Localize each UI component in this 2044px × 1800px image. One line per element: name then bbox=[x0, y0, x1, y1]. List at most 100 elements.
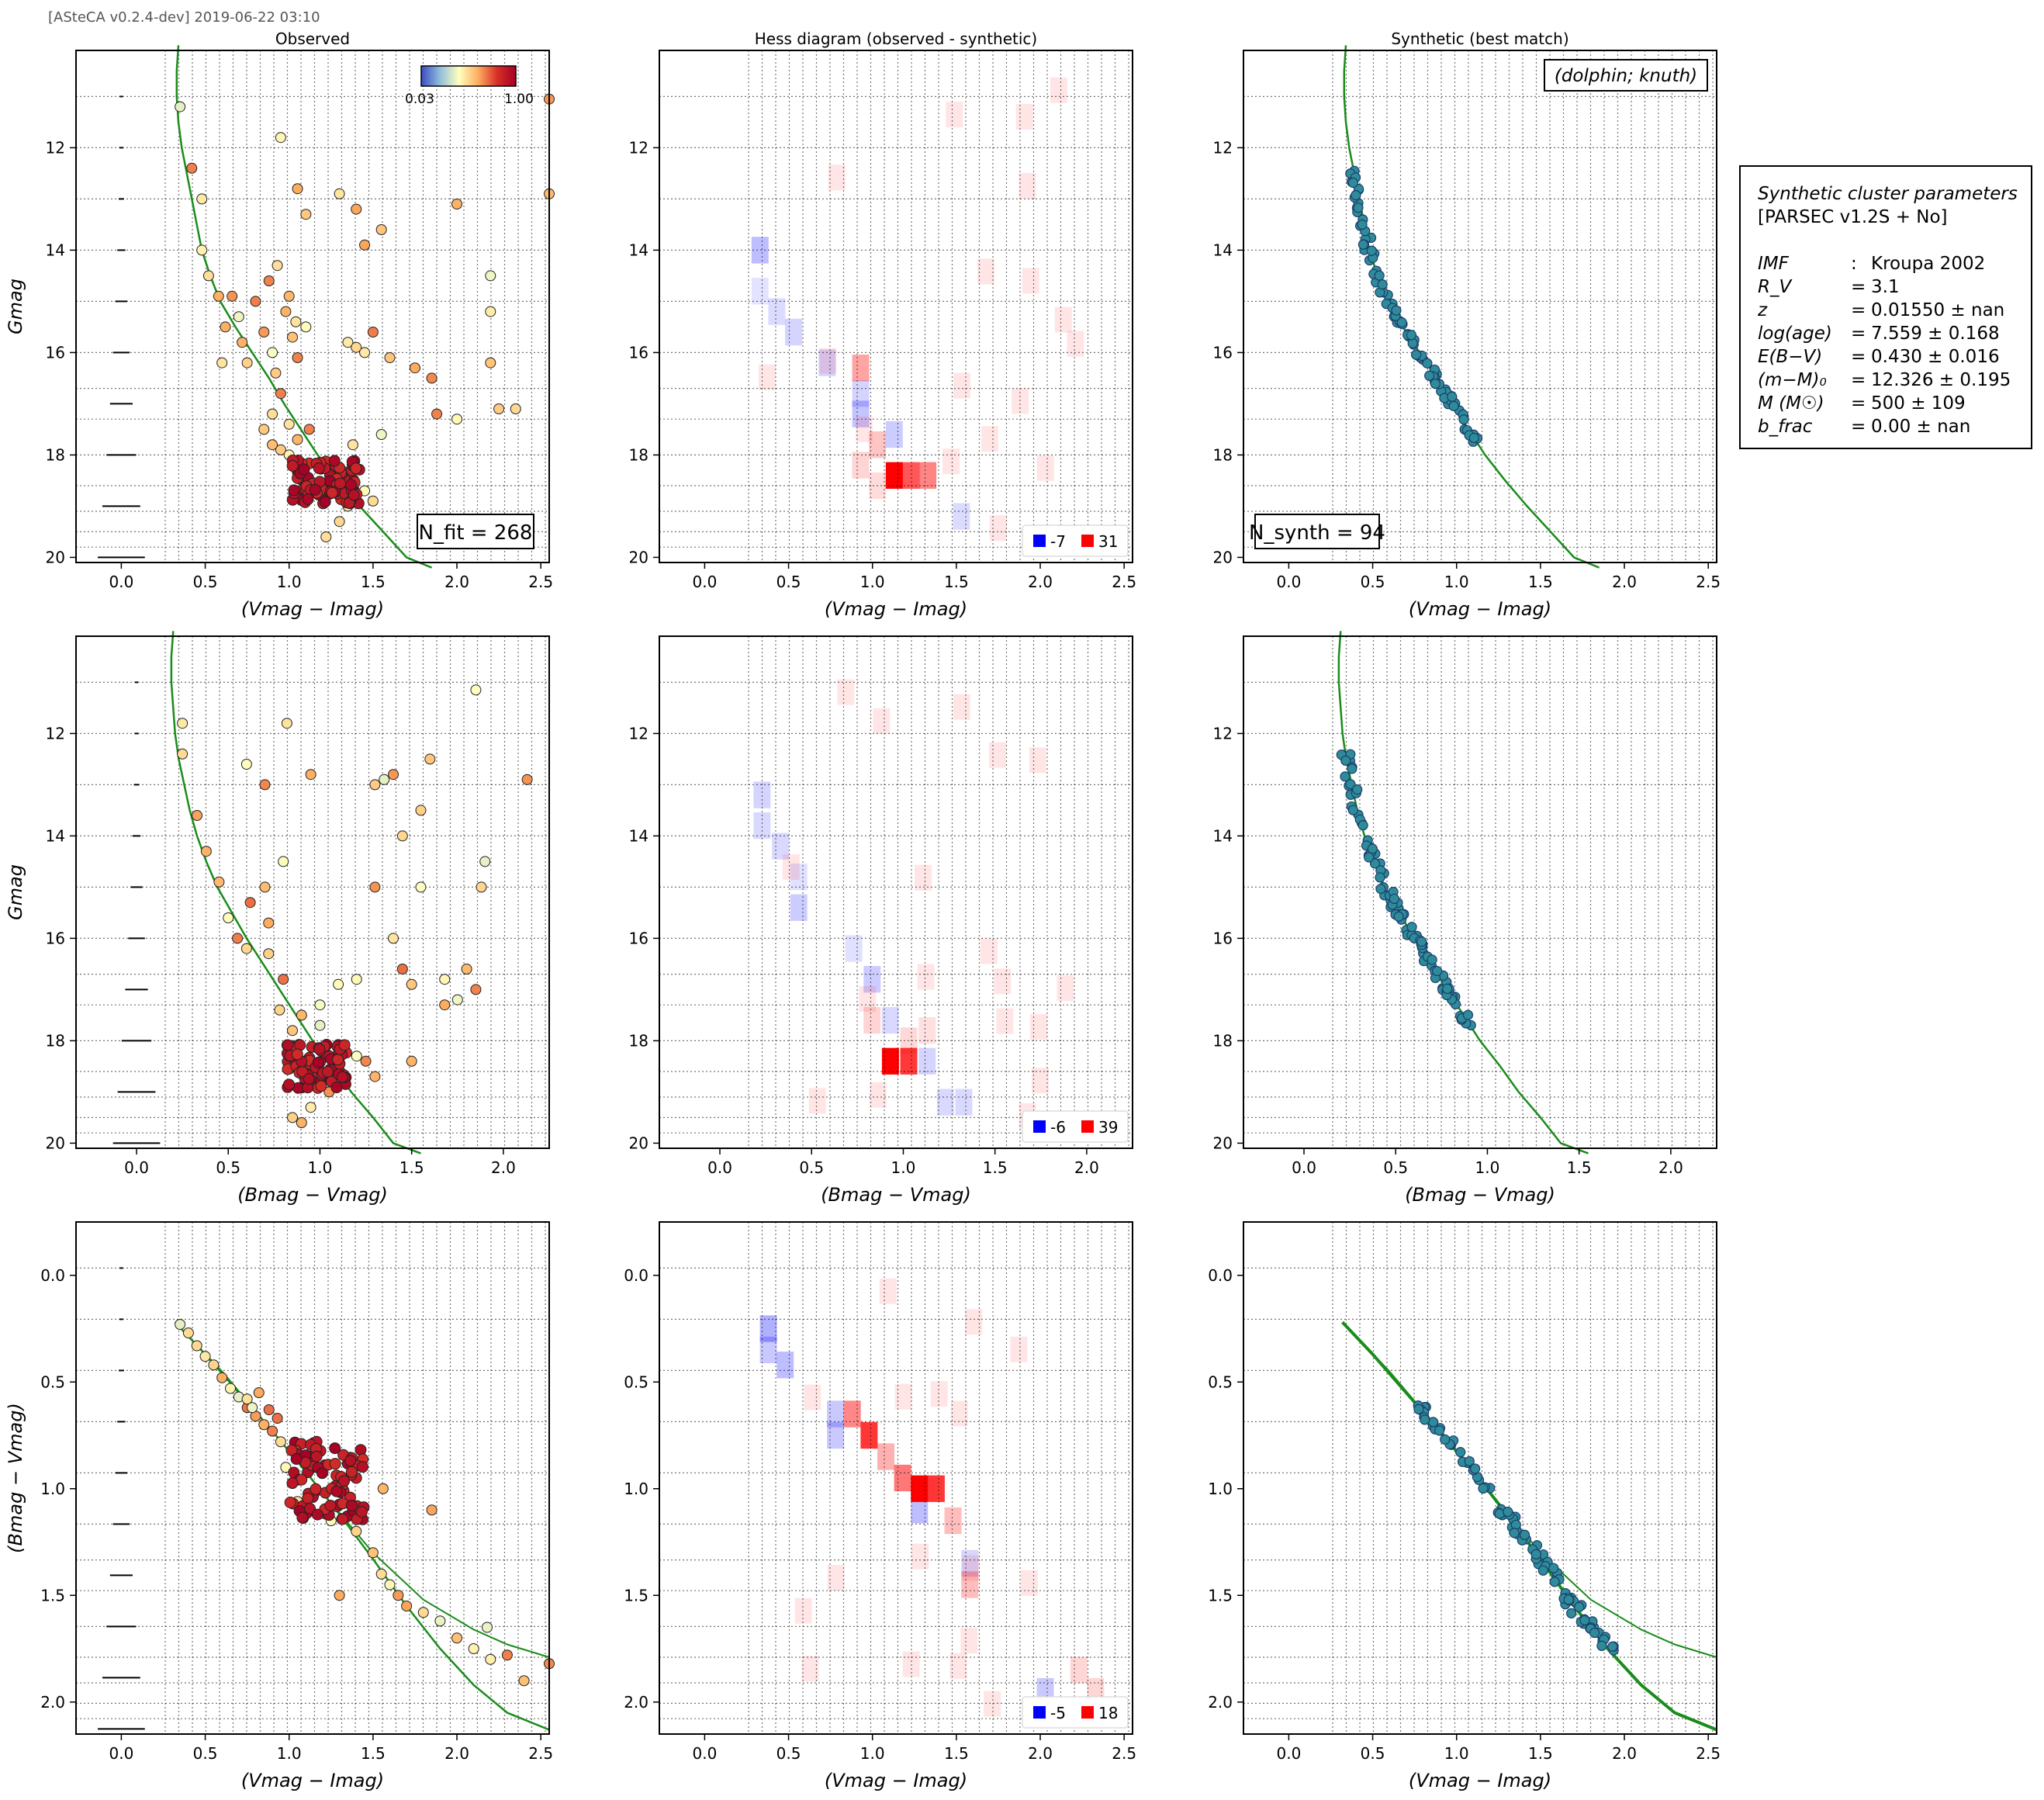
observed-star bbox=[175, 1319, 186, 1330]
observed-star bbox=[259, 779, 271, 791]
panel-r2-c1: 0.0 0.5 1.0 1.5 2.0 2.5 0.0 0.5 1.0 1.5 2.0 (Vmag −… bbox=[624, 1221, 1136, 1791]
synthetic-star bbox=[1470, 1463, 1481, 1474]
hess-legend-box bbox=[1022, 1110, 1129, 1143]
observed-star bbox=[320, 531, 332, 542]
x-tick-label: 1.5 bbox=[361, 573, 386, 591]
hess-cell-faint bbox=[942, 448, 960, 475]
synthetic-star bbox=[1364, 852, 1375, 863]
observed-star bbox=[359, 347, 371, 358]
x-tick-label: 0.0 bbox=[109, 1744, 133, 1763]
observed-star bbox=[314, 999, 326, 1011]
observed-star bbox=[267, 408, 278, 420]
observed-star bbox=[384, 352, 396, 363]
hess-cell bbox=[845, 935, 863, 962]
x-tick-label: 0.5 bbox=[216, 1158, 240, 1177]
observed-star bbox=[275, 132, 286, 144]
x-tick-label: 2.5 bbox=[1696, 1744, 1721, 1763]
panel-frame bbox=[659, 50, 1133, 563]
observed-star bbox=[258, 327, 270, 338]
hess-cell-faint bbox=[911, 1543, 929, 1570]
observed-star bbox=[426, 372, 438, 384]
hess-cell bbox=[751, 237, 769, 264]
synthetic-star bbox=[1447, 391, 1458, 402]
observed-star bbox=[232, 933, 244, 944]
synthetic-star bbox=[1448, 400, 1459, 411]
y-tick-label: 14 bbox=[1213, 826, 1233, 845]
hess-cell bbox=[843, 1400, 861, 1428]
y-tick-label: 12 bbox=[46, 138, 65, 157]
hess-legend-pos-swatch bbox=[1081, 1706, 1094, 1719]
param-separator: = bbox=[1851, 347, 1866, 367]
observed-star bbox=[274, 1004, 285, 1016]
observed-star bbox=[316, 1467, 328, 1480]
synthetic-star bbox=[1413, 1404, 1424, 1414]
hess-cell bbox=[818, 349, 836, 376]
observed-star bbox=[220, 321, 231, 333]
panel-title: Synthetic (best match) bbox=[1391, 29, 1568, 48]
synthetic-star bbox=[1375, 884, 1386, 895]
hess-cell-faint bbox=[980, 938, 998, 964]
observed-star bbox=[330, 1485, 343, 1497]
y-tick-label: 12 bbox=[629, 724, 648, 742]
observed-star bbox=[355, 1444, 367, 1456]
observed-star bbox=[286, 1112, 298, 1123]
hess-legend-pos-swatch bbox=[1081, 535, 1094, 547]
y-tick-label: 16 bbox=[1213, 343, 1233, 362]
observed-star bbox=[377, 1483, 389, 1494]
x-tick-label: 2.0 bbox=[1028, 573, 1053, 591]
param-row: b_frac = 0.00 ± nan bbox=[1758, 415, 2031, 438]
panel-frame bbox=[1243, 1221, 1717, 1735]
x-tick-label: 1.5 bbox=[1567, 1158, 1592, 1177]
hess-cell-faint bbox=[855, 416, 873, 442]
x-tick-label: 2.5 bbox=[1696, 573, 1721, 591]
x-tick-label: 0.0 bbox=[1276, 573, 1301, 591]
observed-star bbox=[258, 1419, 270, 1431]
observed-star bbox=[292, 434, 303, 445]
hess-legend-neg-swatch bbox=[1033, 1706, 1046, 1719]
hess-legend-neg-swatch bbox=[1033, 535, 1046, 547]
observed-star bbox=[415, 805, 427, 816]
observed-star bbox=[409, 362, 420, 374]
synthetic-star bbox=[1509, 1528, 1520, 1539]
panel-frame bbox=[1243, 50, 1717, 563]
observed-star bbox=[303, 1073, 315, 1085]
hess-cell bbox=[869, 431, 887, 459]
synthetic-star bbox=[1530, 1549, 1541, 1559]
synthetic-star bbox=[1406, 330, 1417, 341]
parameters-box: Synthetic cluster parameters [PARSEC v1.… bbox=[1739, 165, 2032, 449]
hess-cell bbox=[827, 1421, 845, 1449]
x-axis-label: (Bmag − Vmag) bbox=[1405, 1184, 1555, 1206]
observed-star bbox=[313, 1043, 326, 1055]
hess-cell bbox=[772, 832, 790, 860]
y-tick-label: 1.0 bbox=[1208, 1480, 1233, 1498]
observed-star bbox=[267, 1425, 278, 1437]
hess-cell bbox=[919, 462, 937, 489]
hess-cell-faint bbox=[1029, 1013, 1047, 1040]
param-label: IMF bbox=[1758, 254, 1789, 274]
param-row: R_V = 3.1 bbox=[1758, 275, 2031, 299]
hess-cell-faint bbox=[950, 1400, 968, 1427]
y-tick-label: 0.5 bbox=[40, 1372, 65, 1391]
synthetic-star bbox=[1374, 270, 1385, 281]
observed-star bbox=[434, 1615, 446, 1627]
synthetic-star bbox=[1478, 1483, 1489, 1494]
observed-star bbox=[424, 753, 436, 765]
synthetic-star bbox=[1563, 1594, 1574, 1605]
hess-cell-faint bbox=[859, 985, 877, 1012]
synthetic-star bbox=[1393, 911, 1404, 922]
observed-star bbox=[379, 774, 390, 785]
observed-star bbox=[313, 462, 325, 475]
panel-frame bbox=[75, 50, 550, 563]
synthetic-star bbox=[1366, 245, 1377, 256]
synthetic-star bbox=[1347, 177, 1358, 189]
hess-legend-neg-label: -6 bbox=[1050, 1118, 1066, 1137]
observed-star bbox=[196, 193, 208, 205]
hess-legend-pos-swatch bbox=[1081, 1120, 1094, 1133]
synthetic-star bbox=[1427, 1417, 1439, 1428]
y-tick-label: 18 bbox=[1213, 1031, 1233, 1050]
hess-cell-faint bbox=[960, 1628, 978, 1654]
param-separator: = bbox=[1851, 300, 1866, 320]
isochrone-line-2 bbox=[1341, 1321, 1717, 1658]
x-tick-label: 0.5 bbox=[799, 1158, 824, 1177]
observed-star bbox=[388, 933, 399, 944]
